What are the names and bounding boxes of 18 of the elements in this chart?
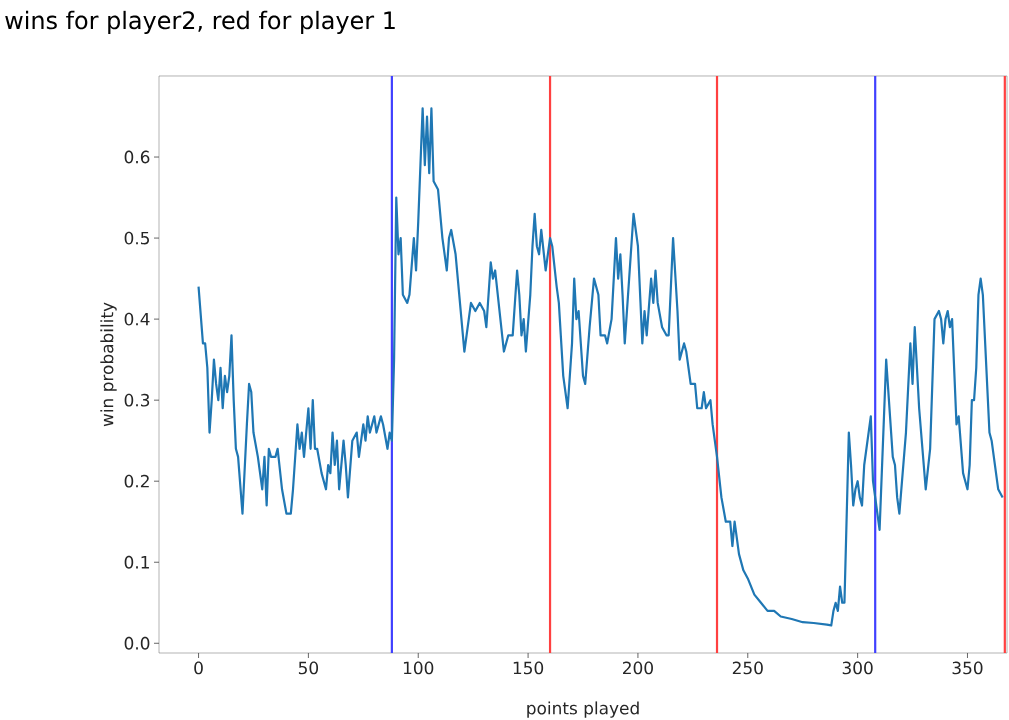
y-tick-label: 0.5: [124, 231, 149, 245]
x-tick-label: 100: [403, 661, 434, 675]
y-tick-label: 0.2: [124, 474, 149, 488]
x-tick-label: 250: [732, 661, 763, 675]
x-tick-label: 150: [513, 661, 544, 675]
y-tick-label: 0.3: [124, 393, 150, 407]
y-tick-label: 0.1: [124, 555, 149, 569]
x-tick-label: 0: [194, 661, 203, 675]
x-tick-label: 200: [623, 661, 653, 675]
chart-title: wins for player2, red for player 1: [5, 10, 395, 34]
y-axis-title: win probability: [100, 302, 117, 427]
y-tick-label: 0.0: [124, 636, 150, 650]
x-tick-label: 50: [298, 661, 319, 675]
x-tick-label: 300: [842, 661, 873, 675]
x-tick-label: 350: [952, 661, 983, 675]
y-tick-label: 0.4: [124, 312, 150, 326]
y-tick-label: 0.6: [124, 150, 150, 164]
x-axis-title: points played: [527, 701, 639, 718]
